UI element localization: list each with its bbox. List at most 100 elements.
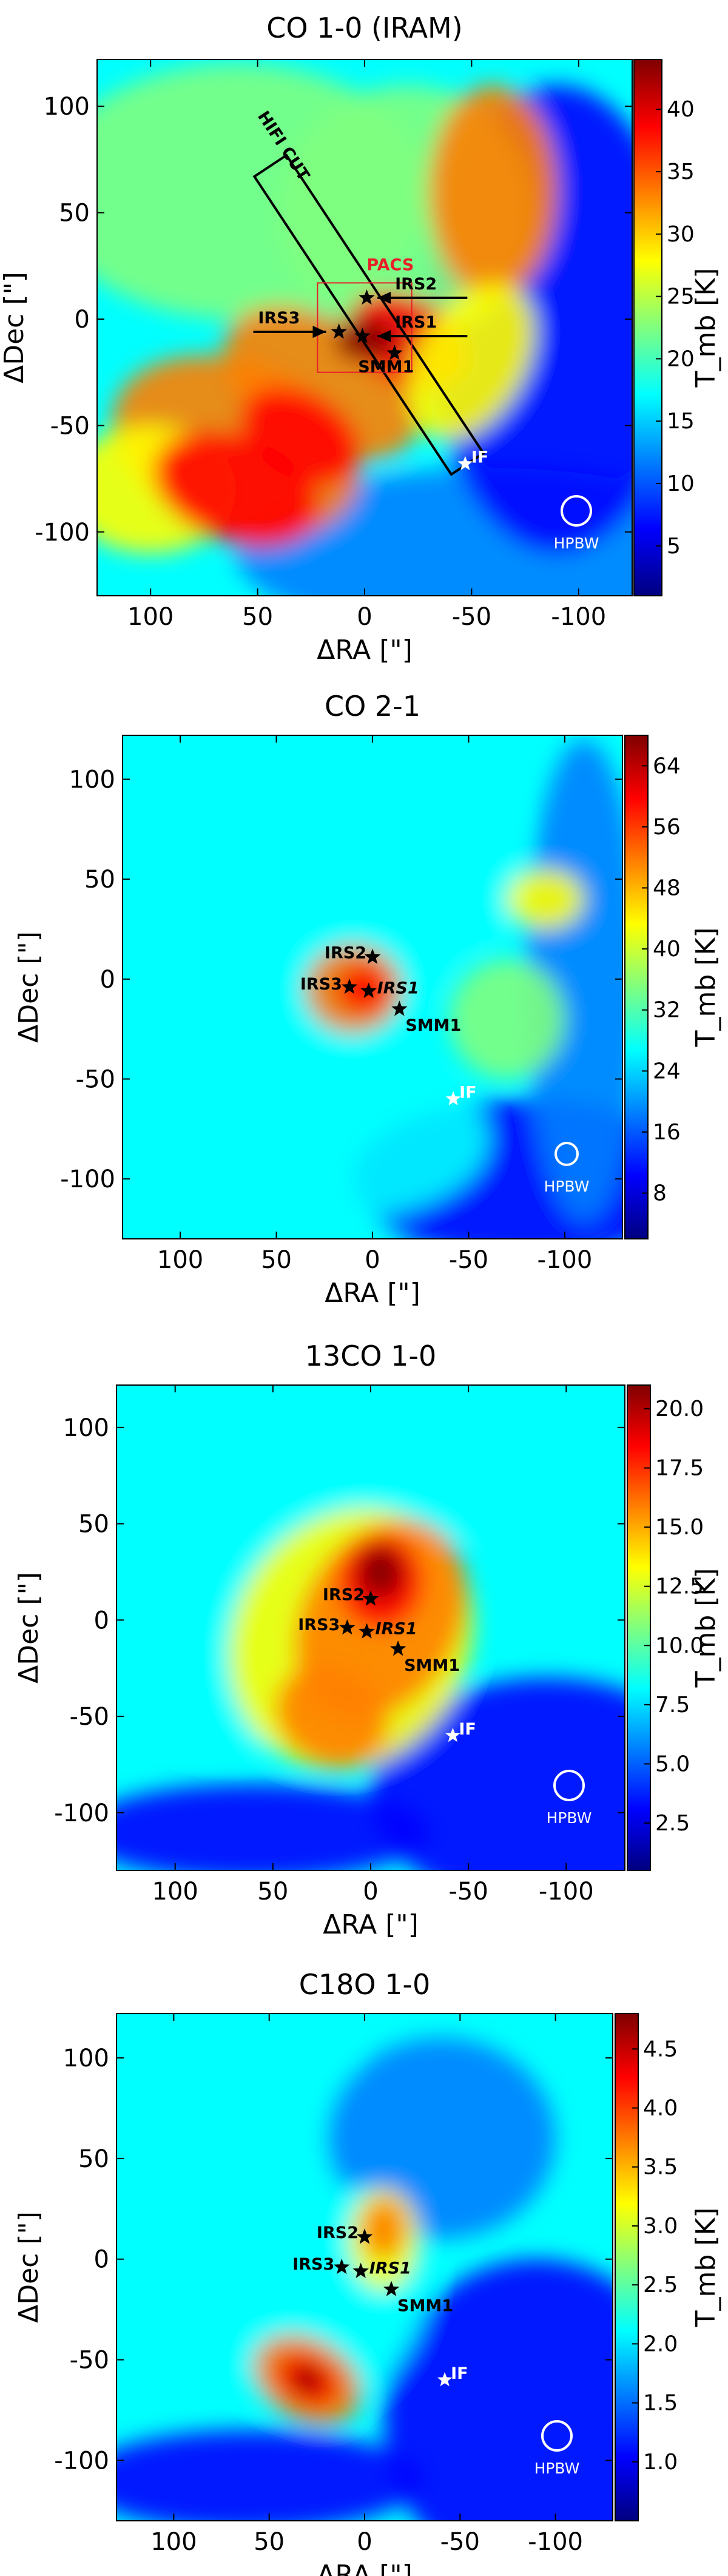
- y-axis-label: ΔDec ["]: [13, 2211, 44, 2323]
- x-tick-label: 100: [152, 1878, 198, 1906]
- colorbar-tick-label: 3.5: [643, 2155, 678, 2180]
- source-label: IRS1: [377, 979, 419, 998]
- star-marker-icon: [354, 328, 371, 343]
- emission-region: [275, 1665, 388, 1768]
- star-marker-icon: [359, 289, 375, 305]
- x-tick-label: -50: [452, 603, 491, 631]
- source-label: SMM1: [404, 1656, 460, 1675]
- y-axis: 100 50 0 -50 -100: [54, 2045, 613, 2475]
- arrow-head: [312, 326, 326, 339]
- y-tick-label: 0: [94, 2246, 109, 2274]
- emission-region: [526, 739, 622, 1219]
- emission-region: [371, 1677, 625, 1870]
- y-tick-label: 50: [78, 2145, 109, 2173]
- x-axis: 100 50 0 -50 -100: [150, 2014, 583, 2556]
- colorbar-tick-label: 12.5: [655, 1574, 704, 1599]
- arrow-icon: [377, 291, 468, 304]
- colorbar-tick-label: 32: [653, 998, 681, 1023]
- pacs-label: PACS: [366, 255, 414, 274]
- y-tick-label: -100: [54, 2447, 109, 2475]
- beam-label: HPBW: [554, 534, 599, 552]
- colorbar-gradient: [615, 2013, 639, 2521]
- y-tick-label: 50: [78, 1511, 109, 1539]
- colorbar-tick-label: 16: [653, 1120, 681, 1145]
- circle-icon: [541, 2420, 573, 2452]
- source-label: IRS3: [298, 1616, 340, 1634]
- y-tick-label: 100: [69, 766, 115, 794]
- x-tick-label: -100: [539, 1878, 594, 1906]
- star-marker-icon: [333, 2259, 350, 2274]
- colorbar-tick-label: 40: [653, 937, 681, 962]
- y-tick-label: -50: [76, 1066, 115, 1094]
- colorbar-tick-label: 8: [653, 1181, 667, 1206]
- x-axis-label: ΔRA ["]: [325, 1278, 420, 1309]
- colorbar-label: T_mb [K]: [690, 2208, 721, 2328]
- source-label: IRS2: [323, 1585, 365, 1604]
- annotations: IRS2 IRS3 IRS1 SMM1 IF HPBW: [298, 1585, 592, 1827]
- x-tick-label: 50: [254, 2528, 285, 2556]
- colorbar-tick-label: 1.5: [643, 2391, 678, 2416]
- x-tick-label: -100: [528, 2528, 583, 2556]
- colorbar: 1.0 1.5 2.0 2.5 3.0 3.5 4.0 4.5 T_mb [K]: [615, 2013, 721, 2521]
- y-tick-label: 100: [63, 2045, 109, 2072]
- colorbar-label: T_mb [K]: [690, 268, 721, 388]
- y-axis: 100 50 0 -50 -100: [60, 766, 622, 1193]
- y-tick-label: 50: [84, 866, 115, 894]
- chart-title: 13CO 1-0: [305, 1340, 437, 1372]
- star-marker-icon: [362, 1590, 379, 1606]
- x-tick-label: 50: [257, 1878, 288, 1906]
- x-tick-label: 0: [357, 603, 372, 631]
- annotations: IRS2 IRS3 IRS1 SMM1 IF HPBW: [300, 944, 590, 1195]
- emission-region: [372, 759, 527, 959]
- emission-region: [408, 283, 535, 440]
- chart-panel: C18O 1-0 100 50 0 -50 -100 100 50 0 -50 -100 ΔRA ["…: [13, 1968, 721, 2576]
- intensity-map: [116, 1385, 625, 1870]
- annotations: IRS2 IRS3 IRS1 SMM1 IF HPBW: [292, 2224, 579, 2477]
- chart-panel: 13CO 1-0 100 50 0 -50 -100 100 50 0 -50 -100 ΔRA ["…: [13, 1340, 721, 1940]
- colorbar-tick-label: 10: [667, 471, 695, 496]
- x-tick-label: 0: [365, 1246, 380, 1274]
- if-label: IF: [471, 448, 489, 467]
- y-axis-label: ΔDec ["]: [13, 931, 44, 1043]
- colorbar-tick-label: 35: [667, 160, 695, 184]
- colorbar-tick-label: 5: [667, 534, 681, 559]
- x-tick-label: 0: [363, 1878, 378, 1906]
- colorbar-gradient: [624, 735, 649, 1239]
- colorbar: 5 10 15 20 25 30 35 40 T_mb [K]: [633, 59, 721, 596]
- emission-region: [449, 959, 565, 1079]
- colorbar-tick-label: 30: [667, 222, 695, 247]
- star-marker-icon: [383, 2281, 400, 2296]
- colorbar: 2.5 5.0 7.5 10.0 12.5 15.0 17.5 20.0 T_mb [K]: [627, 1384, 721, 1871]
- colorbar-tick-label: 20.0: [655, 1397, 704, 1421]
- hifi-cut-strip: [252, 153, 485, 476]
- x-axis: 100 50 0 -50 -100: [127, 59, 606, 631]
- y-tick-label: 100: [63, 1414, 109, 1442]
- x-tick-label: 50: [261, 1246, 292, 1274]
- circle-icon: [553, 1770, 585, 1801]
- star-marker-icon: [386, 345, 403, 360]
- x-tick-label: -50: [449, 1246, 488, 1274]
- source-label: IRS2: [395, 275, 437, 294]
- source-label: IRS3: [292, 2255, 334, 2274]
- intensity-map: [116, 2014, 613, 2521]
- x-tick-label: -50: [440, 2528, 480, 2556]
- x-axis-label: ΔRA ["]: [323, 1909, 419, 1940]
- circle-icon: [554, 1142, 579, 1166]
- arrow-head: [377, 330, 391, 343]
- colorbar-tick-label: 17.5: [655, 1456, 704, 1481]
- x-tick-label: 0: [357, 2528, 372, 2556]
- star-marker-icon: [331, 323, 347, 339]
- map-emission: [97, 64, 632, 596]
- star-marker-icon: [360, 982, 377, 998]
- chart-title: CO 1-0 (IRAM): [266, 12, 462, 44]
- y-tick-label: -50: [50, 412, 90, 440]
- intensity-map: [123, 735, 622, 1239]
- y-tick-label: 0: [100, 966, 115, 994]
- source-label: IRS3: [258, 309, 300, 328]
- x-tick-label: 50: [242, 603, 273, 631]
- colorbar-gradient: [627, 1384, 651, 1871]
- colorbar-tick-label: 3.0: [643, 2214, 678, 2239]
- colorbar-tick-label: 15.0: [655, 1515, 704, 1540]
- x-tick-label: 100: [150, 2528, 197, 2556]
